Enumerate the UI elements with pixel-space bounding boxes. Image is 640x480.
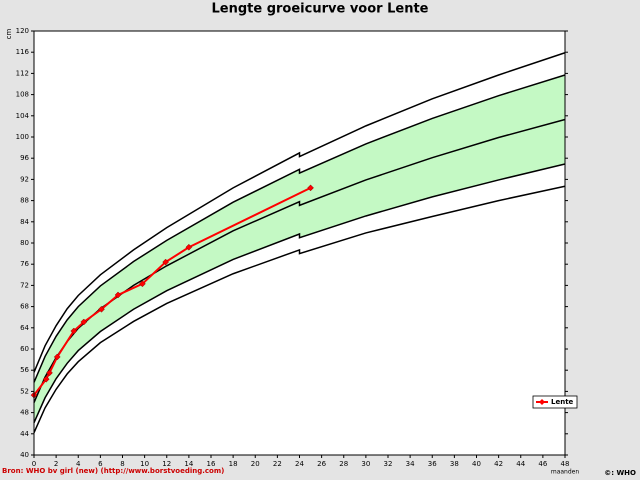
x-tick-label: 0 [32, 460, 36, 468]
x-axis-label: maanden [551, 469, 580, 476]
y-tick-label: 60 [20, 345, 29, 353]
y-tick-label: 64 [20, 324, 29, 332]
x-tick-label: 38 [450, 460, 459, 468]
x-tick-label: 36 [428, 460, 437, 468]
source: Bron: WHO bv girl (new) (http://www.bors… [2, 467, 224, 475]
y-tick-label: 48 [20, 409, 29, 417]
x-tick-label: 8 [120, 460, 124, 468]
copyright: ©: WHO [604, 469, 636, 477]
point [114, 291, 122, 299]
point [162, 258, 169, 266]
x-tick-label: 10 [140, 460, 149, 468]
y-tick-label: 76 [20, 260, 29, 268]
chart-title: Lengte groeicurve voor Lente [212, 2, 429, 17]
y-tick-label: 120 [16, 27, 29, 35]
y-tick-label: 44 [20, 430, 29, 438]
point [80, 318, 88, 326]
y-tick-label: 52 [20, 387, 29, 395]
point [70, 327, 78, 335]
reference-curve [33, 52, 566, 373]
x-tick-label: 32 [384, 460, 393, 468]
legend-marker [539, 399, 545, 405]
x-tick-label: 42 [494, 460, 503, 468]
y-tick-label: 72 [20, 281, 29, 289]
x-tick-label: 2 [54, 460, 58, 468]
y-tick-label: 56 [20, 366, 29, 374]
x-tick-label: 24 [295, 460, 304, 468]
x-tick-label: 48 [561, 460, 570, 468]
point [53, 353, 61, 361]
y-tick-label: 112 [16, 69, 29, 77]
x-tick-label: 14 [184, 460, 193, 468]
y-tick-label: 96 [20, 154, 29, 162]
y-tick-label: 84 [20, 218, 29, 226]
reference-curve [33, 74, 566, 383]
reference-curve [33, 185, 566, 434]
x-tick-label: 44 [516, 460, 525, 468]
y-tick-label: 100 [16, 133, 29, 141]
y-tick-label: 68 [20, 303, 29, 311]
plot-area [34, 31, 565, 455]
x-tick-label: 22 [273, 460, 282, 468]
band [34, 74, 565, 423]
x-tick-label: 6 [98, 460, 103, 468]
point [98, 305, 105, 313]
y-tick-label: 92 [20, 175, 29, 183]
x-tick-label: 12 [162, 460, 171, 468]
x-tick-label: 28 [339, 460, 348, 468]
y-tick-label: 88 [20, 197, 29, 205]
x-tick-label: 40 [472, 460, 481, 468]
point [307, 184, 314, 192]
point [185, 243, 193, 251]
x-tick-label: 18 [229, 460, 238, 468]
x-tick-label: 30 [361, 460, 370, 468]
y-tick-label: 40 [20, 451, 29, 459]
reference-curve [33, 163, 566, 423]
x-tick-label: 26 [317, 460, 326, 468]
x-tick-label: 20 [251, 460, 260, 468]
legend-label: Lente [551, 398, 574, 406]
y-axis-label: cm [5, 28, 13, 39]
legend-box [532, 395, 578, 409]
x-tick-label: 46 [538, 460, 547, 468]
point [42, 375, 50, 383]
x-tick-label: 4 [76, 460, 81, 468]
point [139, 280, 146, 288]
y-tick-label: 104 [16, 112, 30, 120]
x-tick-label: 34 [406, 460, 415, 468]
y-tick-label: 80 [20, 239, 29, 247]
y-tick-label: 116 [16, 48, 30, 56]
x-tick-label: 16 [207, 460, 216, 468]
point [46, 369, 53, 377]
y-tick-label: 108 [16, 91, 29, 99]
